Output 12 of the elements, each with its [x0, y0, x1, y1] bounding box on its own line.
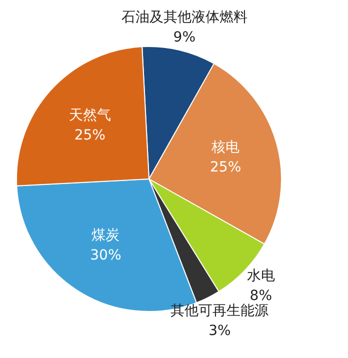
- data-label: 25%: [210, 159, 242, 176]
- slice-label: 石油及其他液体燃料: [121, 10, 248, 26]
- slice-label: 水电: [246, 268, 275, 284]
- slice-label: 天然气: [68, 107, 111, 124]
- slice-label: 煤炭: [92, 227, 120, 244]
- data-label: 8%: [250, 288, 272, 304]
- slice-label: 核电: [210, 139, 240, 156]
- data-label: 9%: [173, 30, 196, 46]
- data-label: 30%: [90, 247, 122, 264]
- data-label: 3%: [208, 323, 231, 340]
- data-label: 25%: [74, 127, 106, 144]
- slice-label: 其他可再生能源: [170, 303, 269, 320]
